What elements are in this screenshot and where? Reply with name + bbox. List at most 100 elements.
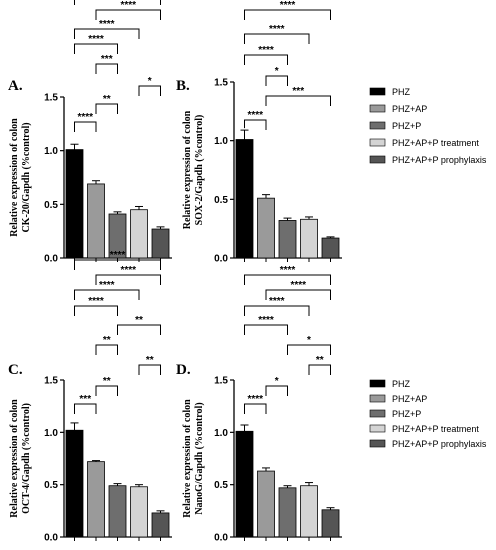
significance-bracket <box>95 103 118 114</box>
panel-letter: B. <box>176 78 190 94</box>
panel-letter: C. <box>8 362 23 378</box>
bar-1 <box>65 149 84 259</box>
chart-panel-2: B. Relative expression of colon SOX-2/Gapd… <box>176 0 342 265</box>
legend-swatch <box>369 104 386 113</box>
bar-4 <box>300 485 318 538</box>
y-tick-label: 0.5 <box>214 195 228 206</box>
significance-bracket <box>265 95 331 106</box>
legend-entry: PHZ+AP+P prophylaxis <box>392 155 487 165</box>
significance-bracket <box>308 364 331 375</box>
y-tick-label: 0.0 <box>44 533 58 544</box>
significance-bracket <box>244 9 331 20</box>
significance-label: **** <box>269 24 285 35</box>
legend-swatch <box>369 87 386 96</box>
legend-swatch <box>369 379 386 388</box>
significance-bracket <box>74 121 97 132</box>
significance-label: *** <box>101 54 113 65</box>
significance-label: **** <box>77 112 93 123</box>
panel-letter: D. <box>176 362 191 378</box>
legend-entry: PHZ+P <box>392 121 421 131</box>
legend-swatch <box>369 424 386 433</box>
significance-label: ** <box>103 94 111 105</box>
significance-bracket <box>117 324 161 335</box>
significance-bracket <box>265 289 331 300</box>
y-axis-label-line: OCT-4/Gapdh (%control) <box>21 403 32 514</box>
y-axis-label-line: Relative expression of colon <box>9 118 20 237</box>
significance-bracket <box>265 385 288 396</box>
significance-label: **** <box>88 296 104 307</box>
significance-bracket <box>244 403 267 414</box>
bar-4 <box>300 218 318 259</box>
significance-label: **** <box>120 0 136 11</box>
bar-1 <box>235 139 254 259</box>
legend-swatch <box>369 394 386 403</box>
bar-3 <box>108 485 127 538</box>
significance-bracket <box>74 43 118 54</box>
significance-label: **** <box>269 296 285 307</box>
legend-entry: PHZ+AP+P prophylaxis <box>392 439 487 449</box>
bar-5 <box>151 512 170 538</box>
legend-swatch <box>369 155 386 164</box>
y-axis-label-line: NanoG/Gapdh (%control) <box>194 402 205 514</box>
y-tick-label: 0.0 <box>214 254 228 265</box>
y-tick-label: 1.5 <box>44 376 58 387</box>
significance-label: **** <box>280 0 296 11</box>
legend-swatch <box>369 409 386 418</box>
y-tick-label: 1.0 <box>214 428 228 439</box>
y-axis-label-line: SOX-2/Gapdh (%control) <box>194 115 205 226</box>
bar-3 <box>278 487 297 538</box>
y-tick-label: 0.0 <box>44 254 58 265</box>
chart-panel-1: A. Relative expression of colon CK-20/Gapd… <box>8 0 172 265</box>
significance-bracket <box>138 364 161 375</box>
bar-2 <box>87 183 105 259</box>
significance-bracket <box>244 324 288 335</box>
significance-label: *** <box>292 86 304 97</box>
legend-entry: PHZ+AP <box>392 104 427 114</box>
significance-label: **** <box>290 280 306 291</box>
bar-4 <box>130 486 148 538</box>
significance-bracket <box>95 385 118 396</box>
legend-2: PHZ PHZ+AP PHZ+P PHZ+AP+P treatment PHZ+AP+P… <box>369 379 487 449</box>
panel-letter: A. <box>8 78 23 94</box>
significance-bracket <box>95 274 161 285</box>
significance-label: **** <box>110 250 126 261</box>
y-tick-label: 1.5 <box>214 78 228 89</box>
y-axis-label-line: CK-20/Gapdh (%control) <box>21 122 32 232</box>
legend-swatch <box>369 138 386 147</box>
bar-5 <box>321 509 340 538</box>
significance-bracket <box>244 305 310 316</box>
chart-panel-3: C. Relative expression of colon OCT-4/Gapd… <box>8 250 172 544</box>
significance-label: ** <box>103 376 111 387</box>
bar-5 <box>321 237 340 259</box>
y-axis-label-line: Relative expression of colon <box>9 399 20 518</box>
legend-swatch <box>369 121 386 130</box>
significance-label: **** <box>120 265 136 276</box>
significance-bracket <box>74 289 140 300</box>
significance-bracket <box>287 344 331 355</box>
significance-bracket <box>244 54 288 65</box>
legend-1: PHZ PHZ+AP PHZ+P PHZ+AP+P treatment PHZ+AP+P… <box>369 87 487 165</box>
bar-4 <box>130 209 148 259</box>
bar-2 <box>257 197 275 259</box>
significance-label: ** <box>103 335 111 346</box>
chart-panel-4: D. Relative expression of colon NanoG/Gapd… <box>176 265 342 544</box>
y-tick-label: 1.0 <box>44 146 58 157</box>
legend-entry: PHZ+P <box>392 409 421 419</box>
significance-label: **** <box>88 34 104 45</box>
y-tick-label: 1.0 <box>44 428 58 439</box>
significance-label: * <box>275 66 279 77</box>
significance-label: **** <box>258 315 274 326</box>
y-axis-label-line: Relative expression of colon <box>182 399 193 518</box>
bar-1 <box>65 429 84 538</box>
significance-bracket <box>138 85 161 96</box>
significance-bracket <box>244 119 267 130</box>
significance-bracket <box>95 344 118 355</box>
legend-entry: PHZ+AP+P treatment <box>392 424 479 434</box>
y-tick-label: 1.0 <box>214 136 228 147</box>
legend-entry: PHZ+AP+P treatment <box>392 138 479 148</box>
significance-bracket <box>74 0 161 5</box>
significance-label: *** <box>79 394 91 405</box>
legend-entry: PHZ <box>392 379 411 389</box>
significance-bracket <box>74 305 118 316</box>
